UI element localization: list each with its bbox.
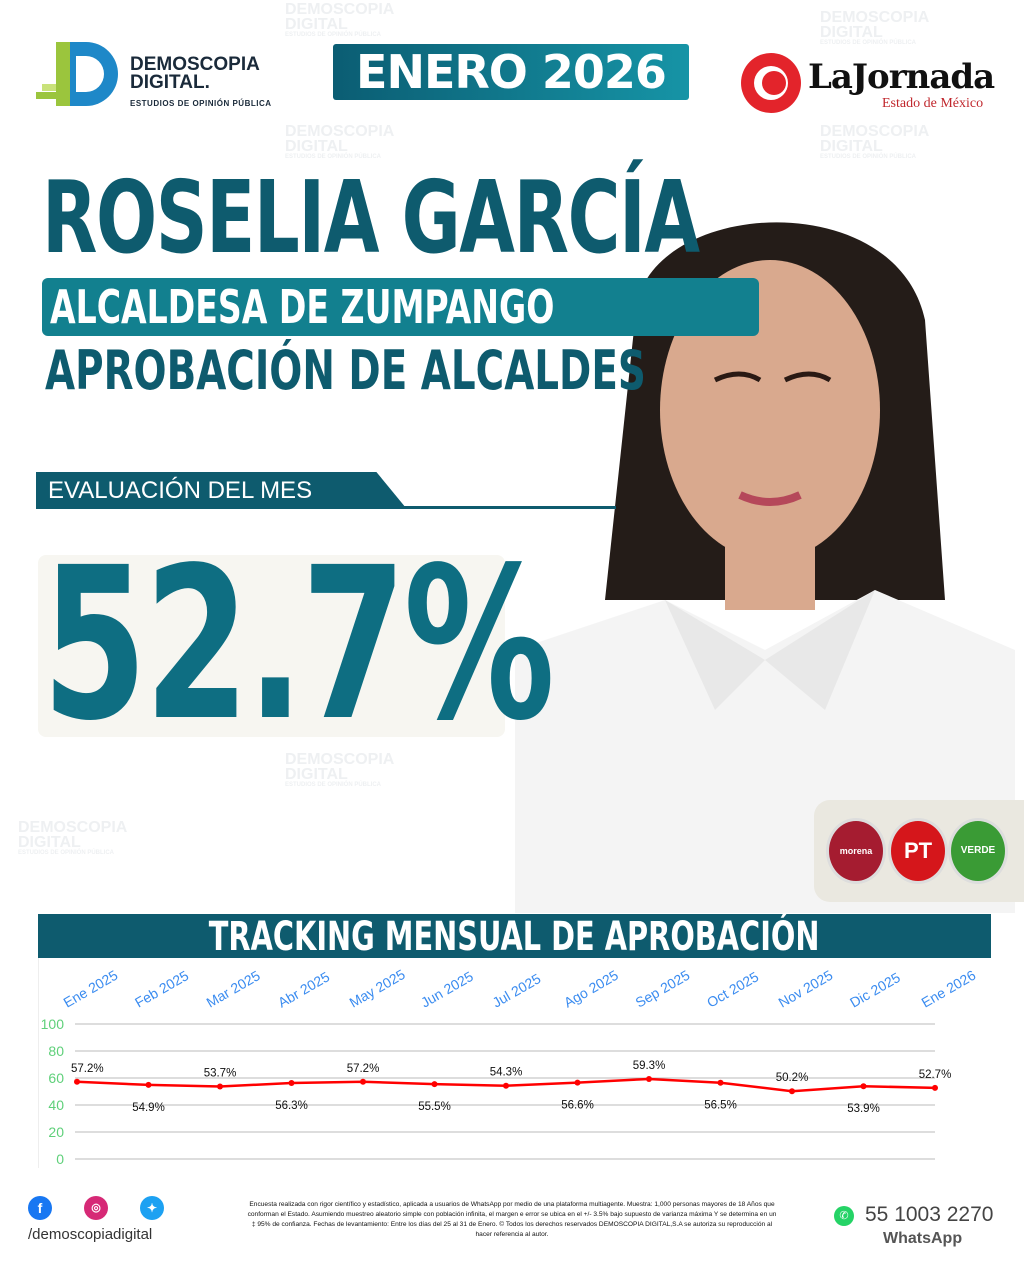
- chart-title: TRACKING MENSUAL DE APROBACIÓN: [38, 914, 991, 960]
- evaluation-panel: [38, 555, 505, 737]
- watermark: DEMOSCOPIA DIGITAL ESTUDIOS DE OPINIÓN PÚB…: [285, 123, 395, 161]
- subtitle: APROBACIÓN DE ALCALDES: [45, 339, 646, 402]
- x-tick-label: Feb 2025: [132, 967, 191, 1011]
- data-point: [717, 1079, 724, 1086]
- tracking-chart: 0 20 40 60 80 100 Ene 2025 Feb 2025 Mar 2025 Abr …: [41, 966, 979, 1167]
- data-label: 55.5%: [418, 1101, 451, 1113]
- x-tick-label: Nov 2025: [776, 967, 836, 1011]
- watermark: DEMOSCOPIA DIGITAL ESTUDIOS DE OPINIÓN PÚB…: [285, 751, 395, 789]
- x-tick-label: Ene 2026: [919, 967, 979, 1011]
- x-tick-label: May 2025: [347, 966, 408, 1011]
- data-point: [360, 1078, 366, 1085]
- y-tick-label: 80: [48, 1043, 64, 1059]
- disclaimer: Encuesta realizada con rigor científico …: [247, 1201, 777, 1238]
- x-tick-label: Sep 2025: [633, 967, 693, 1011]
- partner-name: LaJornada: [808, 57, 995, 97]
- watermark: DEMOSCOPIA DIGITAL ESTUDIOS DE OPINIÓN PÚB…: [820, 9, 930, 47]
- data-point: [503, 1082, 509, 1089]
- data-point: [217, 1083, 223, 1090]
- watermark: DEMOSCOPIA DIGITAL ESTUDIOS DE OPINIÓN PÚB…: [820, 123, 930, 161]
- whatsapp-label: WhatsApp: [883, 1230, 963, 1247]
- data-point: [860, 1083, 867, 1090]
- evaluation-value: 52.7%: [42, 522, 555, 767]
- brand-name: DEMOSCOPIA DIGITAL. ESTUDIOS DE OPINIÓN PÚ…: [130, 54, 272, 108]
- data-point: [932, 1084, 938, 1091]
- y-tick-label: 0: [56, 1151, 64, 1167]
- x-tick-label: Ene 2025: [61, 967, 121, 1011]
- party-logo-verde: VERDE: [948, 818, 1008, 884]
- data-point: [145, 1081, 152, 1088]
- demoscopia-logo-icon: [36, 42, 118, 106]
- data-label: 52.7%: [919, 1069, 952, 1081]
- y-tick-label: 100: [41, 1016, 65, 1032]
- data-label: 50.2%: [776, 1072, 809, 1084]
- data-label: 56.6%: [561, 1100, 594, 1112]
- social-handle[interactable]: /demoscopiadigital: [28, 1226, 153, 1243]
- x-tick-label: Mar 2025: [204, 967, 263, 1011]
- data-point: [789, 1088, 795, 1095]
- x-tick-label: Ago 2025: [561, 967, 621, 1011]
- y-tick-label: 60: [48, 1070, 64, 1086]
- chart-area: [38, 958, 991, 1168]
- party-logo-pt: PT: [888, 818, 948, 884]
- candidate-name: ROSELIA GARCÍA: [42, 159, 700, 276]
- instagram-icon[interactable]: ◎: [84, 1196, 108, 1220]
- data-label: 56.3%: [275, 1100, 308, 1112]
- data-point: [288, 1079, 295, 1086]
- data-point: [431, 1081, 438, 1088]
- facebook-icon[interactable]: f: [28, 1196, 52, 1220]
- party-logos: morena PT VERDE: [814, 800, 1024, 902]
- candidate-role: ALCALDESA DE ZUMPANGO: [42, 278, 759, 336]
- evaluation-label: EVALUACIÓN DEL MES: [36, 472, 406, 508]
- partner-subtitle: Estado de México: [882, 96, 984, 111]
- x-tick-label: Jul 2025: [490, 970, 544, 1010]
- data-point: [646, 1075, 652, 1082]
- divider: [36, 506, 616, 509]
- data-label: 57.2%: [347, 1063, 380, 1075]
- data-label: 59.3%: [633, 1060, 666, 1072]
- data-point: [74, 1078, 80, 1085]
- data-label: 53.7%: [204, 1068, 237, 1080]
- watermark: DEMOSCOPIA DIGITAL ESTUDIOS DE OPINIÓN PÚB…: [285, 1, 395, 39]
- date-banner: ENERO 2026: [333, 44, 689, 100]
- y-tick-label: 20: [48, 1124, 64, 1140]
- y-tick-label: 40: [48, 1097, 64, 1113]
- x-tick-label: Jun 2025: [418, 968, 476, 1011]
- watermark: DEMOSCOPIA DIGITAL ESTUDIOS DE OPINIÓN PÚB…: [18, 819, 128, 857]
- phone-number[interactable]: 55 1003 2270: [865, 1203, 994, 1226]
- data-label: 57.2%: [71, 1063, 104, 1075]
- whatsapp-icon: ✆: [834, 1206, 854, 1226]
- party-logo-morena: morena: [826, 818, 886, 884]
- x-tick-label: Dic 2025: [847, 969, 903, 1011]
- data-label: 56.5%: [704, 1100, 737, 1112]
- data-point: [574, 1079, 581, 1086]
- x-tick-label: Oct 2025: [704, 968, 761, 1010]
- twitter-icon[interactable]: ✦: [140, 1196, 164, 1220]
- sun-logo-icon: [741, 53, 801, 113]
- data-label: 53.9%: [847, 1103, 880, 1115]
- data-label: 54.9%: [132, 1102, 165, 1114]
- x-tick-label: Abr 2025: [275, 968, 332, 1010]
- data-label: 54.3%: [490, 1067, 523, 1079]
